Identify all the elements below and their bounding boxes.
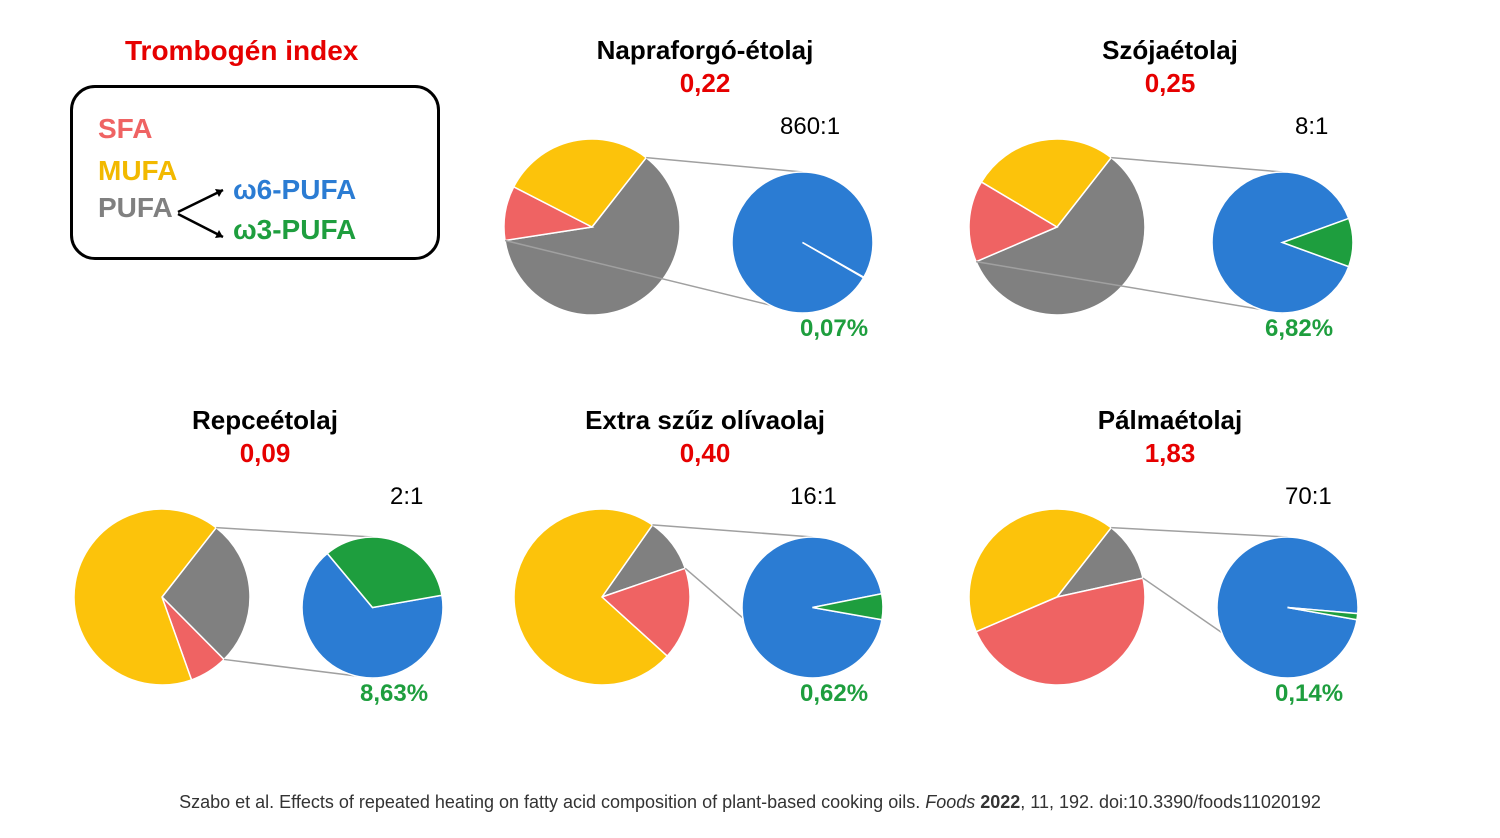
sub-pie-olive: [740, 535, 885, 680]
chart-palma: Pálmaétolaj 1,83 70:1 0,14%: [955, 405, 1385, 469]
citation-year: 2022: [975, 792, 1020, 812]
page-title: Trombogén index: [125, 35, 358, 67]
legend-w3: ω3-PUFA: [233, 214, 356, 246]
chart-percent: 8,63%: [360, 680, 428, 708]
legend-pufa: PUFA: [98, 192, 173, 224]
sub-pie-palma: [1215, 535, 1360, 680]
citation-prefix: Szabo et al. Effects of repeated heating…: [179, 792, 925, 812]
legend-sfa: SFA: [98, 108, 412, 150]
chart-napraforgo: Napraforgó-étolaj 0,22 860:1 0,07%: [490, 35, 920, 99]
citation-journal: Foods: [925, 792, 975, 812]
legend-box: SFA MUFA PUFA ω6-PUFA ω3-PUFA: [70, 85, 440, 260]
legend-arrows-icon: [173, 182, 233, 247]
citation-suffix: , 11, 192. doi:10.3390/foods11020192: [1020, 792, 1321, 812]
chart-olive: Extra szűz olívaolaj 0,40 16:1 0,62%: [490, 405, 920, 469]
sub-pie-napraforgo: [730, 170, 875, 315]
chart-percent: 0,14%: [1275, 680, 1343, 708]
sub-pie-szoja: [1210, 170, 1355, 315]
citation: Szabo et al. Effects of repeated heating…: [0, 792, 1500, 813]
chart-repce: Repceétolaj 0,09 2:1 8,63%: [50, 405, 480, 469]
chart-percent: 6,82%: [1265, 315, 1333, 343]
chart-percent: 0,62%: [800, 680, 868, 708]
sub-pie-repce: [300, 535, 445, 680]
chart-percent: 0,07%: [800, 315, 868, 343]
chart-szoja: Szójaétolaj 0,25 8:1 6,82%: [955, 35, 1385, 99]
legend-w6: ω6-PUFA: [233, 174, 356, 206]
